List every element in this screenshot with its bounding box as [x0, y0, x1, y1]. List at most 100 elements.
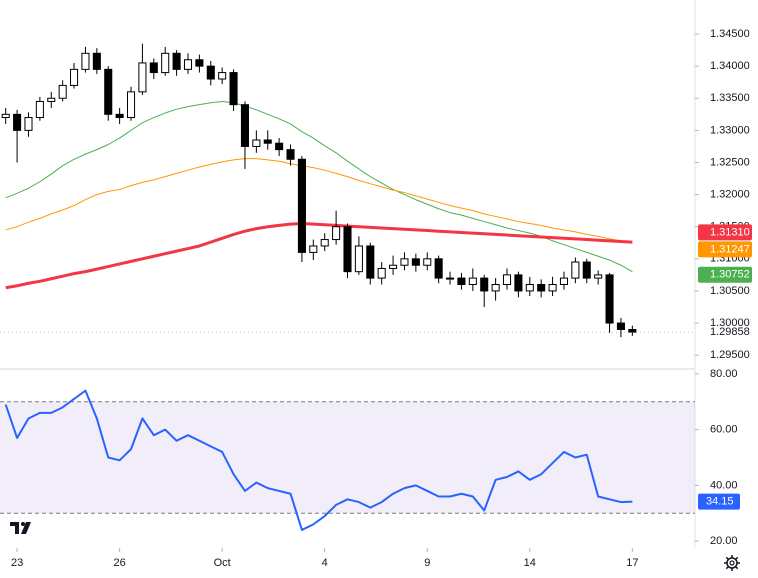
last-value-box [698, 266, 752, 283]
last-value-box [698, 224, 752, 241]
candle-body [423, 258, 432, 266]
candle-body [525, 284, 534, 292]
candle-body [354, 245, 363, 273]
candle-body [502, 274, 512, 286]
candle-body [457, 277, 466, 286]
moving-average [5, 100, 633, 273]
x-tick-label: 14 [524, 557, 536, 569]
candle-body [389, 264, 398, 269]
y-tick-label: 1.32500 [710, 156, 750, 168]
candle-body [628, 328, 637, 333]
candle-body [559, 277, 569, 286]
last-value-box [698, 241, 752, 258]
y-tick-label: 1.33500 [710, 92, 750, 104]
gear-teeth [724, 555, 740, 571]
candle-body [514, 274, 523, 292]
candle-body [1, 113, 10, 119]
candle-body [309, 245, 318, 253]
candle-body [47, 97, 56, 102]
candle-body [149, 62, 158, 74]
y-tick-label: 1.30000 [710, 317, 750, 329]
candle-body [275, 142, 284, 151]
candle-body [286, 149, 295, 160]
settings-gear[interactable] [724, 555, 740, 571]
candle-body [229, 72, 238, 106]
candle-body [195, 59, 204, 67]
candle-body [126, 91, 136, 119]
y-tick-label: 40.00 [710, 479, 738, 491]
logo-v [21, 522, 31, 534]
candle-body [491, 284, 500, 292]
candle-body [92, 52, 101, 70]
x-tick-label: 4 [322, 557, 328, 569]
candle-body [183, 59, 193, 70]
candle-body [377, 267, 386, 279]
y-tick-label: 80.00 [710, 368, 738, 380]
candle-body [366, 245, 375, 279]
y-tick-label: 1.34000 [710, 60, 750, 72]
x-tick-label: 26 [114, 557, 126, 569]
candle-body [332, 226, 341, 241]
moving-average [5, 158, 633, 244]
candle-body [104, 68, 113, 115]
x-tick-label: Oct [214, 557, 231, 569]
candle-body [411, 258, 420, 266]
rsi-last-label: 34.15 [706, 496, 734, 508]
current-price-label: 1.29858 [710, 326, 750, 338]
y-tick-label: 20.00 [710, 535, 738, 547]
candle-body [218, 72, 227, 80]
candle-body [343, 226, 352, 273]
candle-body [320, 239, 329, 247]
candle-body [81, 52, 90, 70]
candle-body [138, 62, 147, 93]
tradingview-logo[interactable] [6, 516, 38, 538]
y-tick-label: 1.33000 [710, 124, 750, 136]
rsi-band [0, 401, 695, 514]
candle-body [35, 100, 44, 119]
x-tick-label: 17 [626, 557, 638, 569]
candle-body [252, 139, 261, 147]
y-tick-label: 1.30500 [710, 285, 750, 297]
last-value-label: 1.31310 [710, 226, 750, 238]
candle-body [605, 274, 614, 324]
candle-body [446, 277, 455, 280]
candle-body [480, 277, 489, 292]
candle-body [571, 261, 580, 279]
candle-body [263, 139, 272, 144]
candle-body [161, 52, 170, 74]
candle-body [537, 284, 546, 292]
candle-body [582, 261, 591, 279]
candle-body [206, 65, 215, 80]
y-tick-label: 1.29500 [710, 349, 750, 361]
candle-body [594, 274, 603, 279]
candle-body [400, 258, 409, 266]
y-tick-label: 60.00 [710, 424, 738, 436]
rsi-last-box [698, 493, 740, 510]
y-tick-label: 1.32000 [710, 189, 750, 201]
candle-body [297, 158, 306, 253]
rsi-line [4, 389, 633, 531]
gear-hub [729, 560, 735, 566]
moving-average [5, 222, 633, 290]
candle-body [434, 258, 443, 279]
candle-body [58, 84, 67, 99]
last-value-label: 1.31247 [710, 243, 750, 255]
candle-body [24, 117, 33, 131]
logo-dot [21, 522, 25, 526]
candle-body [240, 104, 249, 147]
candle-body [13, 113, 22, 131]
candle-body [468, 277, 477, 286]
candle-body [115, 113, 124, 119]
last-value-label: 1.30752 [710, 269, 750, 281]
candle-body [616, 322, 625, 330]
logo-t [10, 522, 19, 534]
candle-body [70, 68, 79, 86]
x-tick-label: 23 [11, 557, 23, 569]
candle-body [172, 52, 181, 70]
x-tick-label: 9 [424, 557, 430, 569]
logo-bg [6, 516, 38, 538]
candle-body [548, 284, 557, 292]
y-tick-label: 1.34500 [710, 28, 750, 40]
